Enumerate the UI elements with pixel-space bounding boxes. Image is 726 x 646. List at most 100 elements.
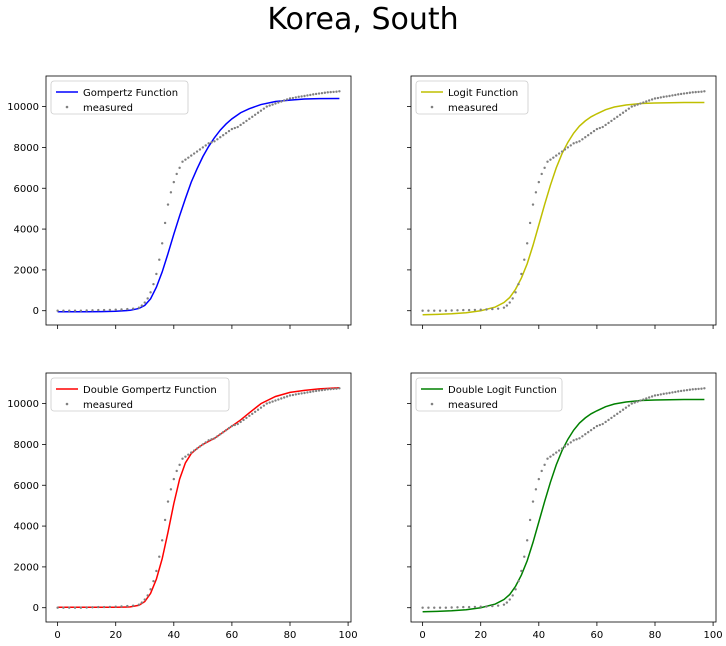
data-point	[581, 138, 584, 141]
data-point	[427, 606, 430, 609]
data-point	[525, 242, 529, 245]
legend-label: measured	[83, 400, 133, 411]
data-point	[56, 309, 59, 312]
legend-box	[50, 377, 230, 412]
subplot-logit: Logit Function measured	[407, 75, 717, 329]
data-point	[610, 119, 613, 123]
data-point	[108, 605, 112, 609]
legend-label: Logit Function	[448, 88, 518, 99]
data-point	[190, 451, 193, 454]
data-point	[566, 443, 570, 446]
data-point	[251, 412, 254, 416]
data-point	[662, 392, 665, 396]
data-point	[268, 104, 271, 107]
data-point	[647, 99, 651, 102]
data-point	[598, 423, 602, 427]
legend-label: Gompertz Function	[83, 88, 178, 99]
data-point	[303, 94, 306, 98]
x-tick-label: 100	[339, 630, 358, 641]
data-point	[595, 424, 599, 428]
data-point	[520, 272, 523, 276]
data-point	[309, 93, 312, 97]
series-gompertz-function	[57, 97, 340, 313]
data-point	[126, 307, 129, 311]
data-point	[219, 136, 222, 139]
data-point	[642, 101, 645, 104]
data-point	[537, 180, 541, 184]
data-point	[248, 117, 251, 121]
data-point	[645, 397, 648, 400]
data-point	[517, 579, 520, 583]
data-point	[636, 103, 639, 106]
data-point	[607, 418, 610, 422]
data-point	[560, 150, 564, 153]
data-point	[224, 428, 228, 432]
data-point	[444, 309, 448, 312]
data-point	[650, 98, 654, 101]
data-point	[152, 579, 155, 583]
data-point	[586, 430, 590, 434]
data-point	[572, 142, 575, 145]
data-point	[616, 115, 619, 119]
data-point	[294, 96, 298, 99]
y-tick-label: 0	[33, 306, 39, 317]
data-point	[546, 457, 549, 460]
data-point	[239, 420, 242, 424]
data-point	[131, 307, 135, 310]
data-point	[653, 394, 657, 397]
axes-frame	[45, 75, 352, 326]
data-point	[555, 154, 558, 157]
data-point	[456, 606, 459, 609]
data-point	[618, 410, 622, 413]
data-point	[592, 129, 596, 133]
data-point	[198, 445, 202, 448]
data-point	[280, 100, 283, 103]
series-line	[422, 101, 705, 316]
data-point	[627, 404, 631, 407]
data-point	[62, 309, 65, 312]
data-point	[540, 469, 543, 473]
data-point	[198, 148, 202, 151]
data-point	[508, 598, 511, 601]
data-point	[297, 95, 300, 99]
series-line	[422, 398, 705, 613]
data-point	[438, 309, 442, 312]
data-point	[201, 146, 205, 149]
data-point	[659, 96, 663, 99]
data-point	[584, 433, 587, 436]
data-point	[329, 387, 332, 391]
data-point	[233, 126, 237, 130]
data-point	[274, 102, 277, 105]
data-point	[528, 221, 532, 225]
data-point	[540, 172, 543, 176]
legend-marker-swatch	[65, 105, 69, 109]
data-point	[163, 221, 167, 225]
data-point	[691, 388, 694, 391]
data-point	[265, 402, 268, 405]
data-point	[158, 555, 161, 558]
data-point	[149, 588, 152, 591]
data-point	[618, 113, 622, 116]
data-point	[126, 604, 129, 608]
data-point	[485, 605, 488, 608]
data-point	[563, 148, 567, 151]
legend: Double Gompertz Function measured	[50, 377, 230, 412]
y-tick-label: 6000	[14, 184, 39, 195]
data-point	[332, 90, 335, 94]
data-point	[140, 601, 144, 604]
data-point	[320, 91, 324, 95]
data-point	[216, 138, 219, 141]
data-point	[624, 406, 628, 409]
data-point	[685, 91, 689, 95]
data-point	[691, 91, 694, 94]
y-tick-label: 2000	[14, 562, 39, 573]
legend-box	[50, 80, 189, 115]
data-point	[575, 141, 578, 144]
x-tick-label: 60	[226, 630, 239, 641]
series-line	[57, 97, 340, 313]
data-point	[613, 117, 616, 121]
data-point	[175, 469, 178, 473]
data-point	[543, 463, 546, 467]
data-point	[520, 569, 523, 573]
data-point	[155, 272, 158, 276]
